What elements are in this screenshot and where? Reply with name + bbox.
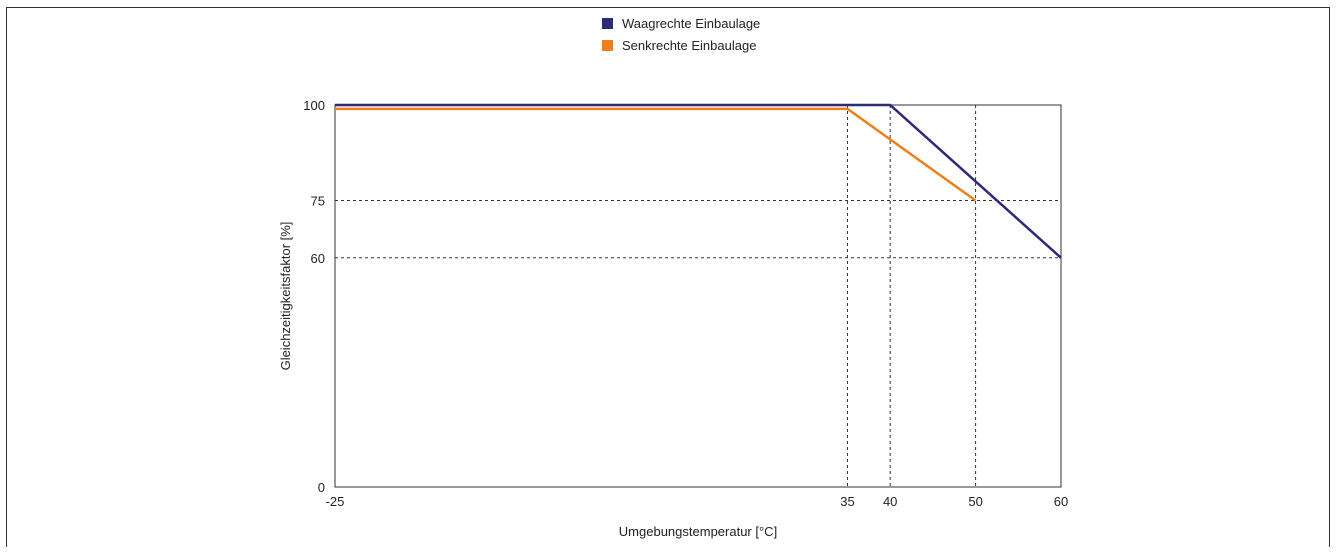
y-tick-label: 60 — [311, 251, 325, 266]
x-tick-label: 50 — [968, 494, 982, 509]
grid-lines — [335, 105, 1061, 487]
x-tick-label: 40 — [883, 494, 897, 509]
x-tick-label: 35 — [840, 494, 854, 509]
y-axis-title: Gleichzeitigkeitsfaktor [%] — [278, 222, 293, 371]
legend-swatch — [602, 40, 613, 51]
x-tick-label: -25 — [326, 494, 345, 509]
line-chart: Waagrechte Einbaulage Senkrechte Einbaula… — [278, 16, 1068, 539]
legend-label: Waagrechte Einbaulage — [622, 16, 760, 31]
y-tick-label: 75 — [311, 194, 325, 209]
y-tick-label: 0 — [318, 480, 325, 495]
tick-labels: -25 35 40 50 60 0 60 75 100 — [303, 98, 1068, 509]
series-layer — [335, 103, 1062, 259]
x-axis-title: Umgebungstemperatur [°C] — [619, 524, 777, 539]
series-line-2 — [335, 107, 977, 202]
legend-label: Senkrechte Einbaulage — [622, 38, 756, 53]
legend: Waagrechte Einbaulage Senkrechte Einbaula… — [602, 16, 760, 53]
legend-swatch — [602, 18, 613, 29]
y-tick-label: 100 — [303, 98, 325, 113]
x-tick-label: 60 — [1054, 494, 1068, 509]
series-line-1 — [335, 103, 1062, 259]
chart-frame: Waagrechte Einbaulage Senkrechte Einbaula… — [6, 7, 1330, 547]
plot-area — [334, 104, 1062, 488]
